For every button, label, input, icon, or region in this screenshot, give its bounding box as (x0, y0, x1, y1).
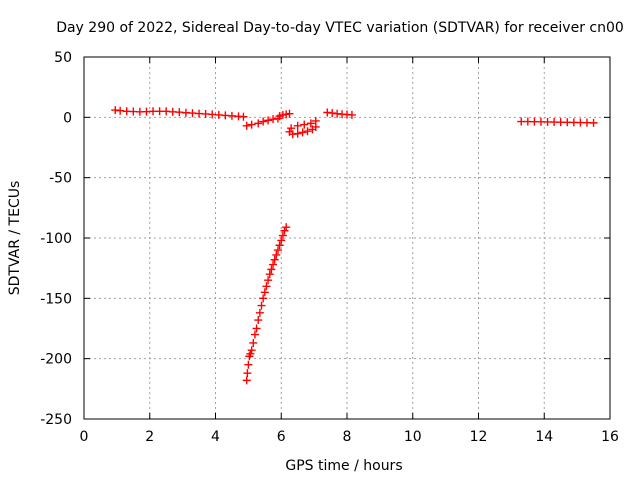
x-tick-label: 10 (404, 429, 422, 445)
x-tick-label: 6 (277, 429, 286, 445)
data-point (259, 294, 268, 303)
data-point (269, 260, 278, 269)
data-point (259, 117, 268, 126)
data-point (287, 124, 296, 133)
x-tick-label: 4 (211, 429, 220, 445)
data-point (272, 250, 281, 259)
x-tick-label: 12 (470, 429, 488, 445)
x-tick-label: 8 (343, 429, 352, 445)
data-points (111, 106, 598, 385)
data-point (250, 330, 259, 339)
chart-title: Day 290 of 2022, Sidereal Day-to-day VTE… (56, 20, 624, 36)
x-tick-label: 2 (145, 429, 154, 445)
data-point (285, 109, 294, 118)
data-point (589, 118, 598, 127)
axis-ticks: 0 2 4 6 8 10 12 14 16 50 0 -50 -100 -150 -200 -250 (40, 50, 619, 445)
y-tick-label: -200 (40, 352, 72, 368)
data-point (298, 128, 307, 137)
data-point (293, 121, 302, 130)
x-tick-label: 14 (535, 429, 553, 445)
data-point (260, 288, 269, 297)
data-point (239, 112, 248, 121)
y-tick-label: -150 (40, 291, 72, 307)
data-point (270, 255, 279, 264)
x-axis-title: GPS time / hours (285, 458, 402, 474)
data-point (264, 116, 273, 125)
data-point (280, 226, 289, 235)
data-point (249, 338, 258, 347)
y-tick-label: 50 (54, 50, 72, 66)
data-point (311, 116, 320, 125)
x-tick-label: 16 (601, 429, 619, 445)
data-point (242, 376, 251, 385)
data-point (267, 265, 276, 274)
data-point (242, 121, 251, 130)
data-point (293, 129, 302, 138)
data-point (303, 127, 312, 136)
y-tick-label: -250 (40, 412, 72, 428)
data-point (247, 120, 256, 129)
data-point (265, 270, 274, 279)
x-tick-label: 0 (80, 429, 89, 445)
y-tick-label: -50 (49, 171, 72, 187)
data-point (246, 349, 255, 358)
y-axis-title: SDTVAR / TECUs (7, 181, 23, 296)
data-point (243, 369, 252, 378)
data-point (282, 223, 291, 232)
data-point (306, 119, 315, 128)
y-tick-label: 0 (63, 110, 72, 126)
data-point (257, 301, 266, 310)
data-point (252, 324, 261, 333)
data-point (254, 316, 263, 325)
data-point (273, 246, 282, 255)
data-point (247, 346, 256, 355)
data-point (264, 276, 273, 285)
data-point (254, 119, 263, 128)
data-point (275, 241, 284, 250)
y-tick-label: -100 (40, 231, 72, 247)
data-point (244, 360, 253, 369)
data-point (277, 236, 286, 245)
data-point (300, 120, 309, 129)
data-point (262, 282, 271, 291)
data-point (255, 308, 264, 317)
data-point (278, 231, 287, 240)
data-point (347, 110, 356, 119)
